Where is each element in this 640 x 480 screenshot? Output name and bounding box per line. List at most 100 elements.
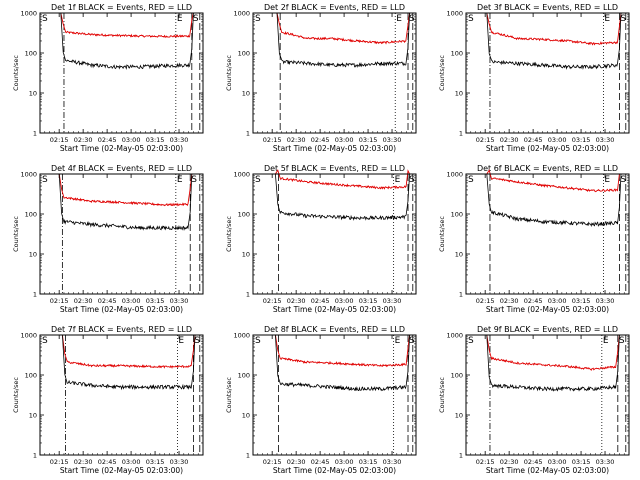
x-axis-label: Start Time (02-May-05 02:03:00) xyxy=(273,144,396,153)
x-axis-label: Start Time (02-May-05 02:03:00) xyxy=(60,466,183,475)
y-tick-label: 1 xyxy=(33,291,37,299)
series-events-line xyxy=(62,334,196,391)
marker-s-start: S xyxy=(42,336,48,346)
panel-det-1f: Det 1f BLACK = Events, RED = LLD 1 10 100 10… xyxy=(12,3,204,153)
x-tick-label: 02:45 xyxy=(311,458,330,466)
marker-s-start: S xyxy=(255,14,261,24)
series-events-line xyxy=(275,173,410,221)
x-tick-label: 03:00 xyxy=(122,136,141,144)
x-axis-label: Start Time (02-May-05 02:03:00) xyxy=(486,144,609,153)
y-tick-label: 100 xyxy=(25,372,37,380)
x-tick-label: 02:30 xyxy=(500,136,519,144)
x-tick-label: 02:15 xyxy=(263,297,282,305)
x-tick-label: 02:15 xyxy=(263,458,282,466)
series-lld-line xyxy=(58,173,193,207)
x-tick-label: 03:30 xyxy=(170,458,189,466)
panel-title: Det 9f BLACK = Events, RED = LLD xyxy=(477,325,618,334)
y-tick-label: 10 xyxy=(242,90,250,98)
x-tick-label: 02:30 xyxy=(74,458,93,466)
x-tick-label: 03:15 xyxy=(359,297,378,305)
y-tick-label: 1000 xyxy=(20,171,37,179)
series-lld-line xyxy=(486,169,621,193)
x-tick-label: 03:30 xyxy=(383,136,402,144)
series-lld-line xyxy=(60,12,194,39)
y-tick-label: 1000 xyxy=(446,332,463,340)
y-tick-label: 1000 xyxy=(20,10,37,18)
x-tick-label: 02:30 xyxy=(287,136,306,144)
y-tick-label: 10 xyxy=(242,412,250,420)
x-tick-label: 02:15 xyxy=(476,458,495,466)
marker-e: E xyxy=(604,175,610,185)
y-tick-label: 100 xyxy=(451,211,463,219)
y-tick-label: 1000 xyxy=(233,10,250,18)
x-tick-label: 03:00 xyxy=(548,458,567,466)
marker-s-end: S xyxy=(619,336,625,346)
y-tick-label: 1000 xyxy=(233,171,250,179)
x-tick-label: 02:30 xyxy=(500,458,519,466)
marker-s-start: S xyxy=(468,336,474,346)
y-axis-label: Counts/sec xyxy=(12,377,20,413)
x-tick-label: 02:45 xyxy=(524,136,543,144)
panel-det-8f: Det 8f BLACK = Events, RED = LLD 1 10 100 10… xyxy=(225,325,417,475)
y-tick-label: 100 xyxy=(238,50,250,58)
x-tick-label: 03:15 xyxy=(359,136,378,144)
series-events-line xyxy=(58,173,193,231)
y-tick-label: 1000 xyxy=(446,171,463,179)
panel-title: Det 6f BLACK = Events, RED = LLD xyxy=(477,164,618,173)
y-axis-label: Counts/sec xyxy=(225,377,233,413)
x-tick-label: 03:15 xyxy=(146,297,165,305)
panel-det-5f: Det 5f BLACK = Events, RED = LLD 1 10 100 10… xyxy=(225,164,417,314)
y-tick-label: 1 xyxy=(459,452,463,460)
panel-title: Det 3f BLACK = Events, RED = LLD xyxy=(477,3,618,12)
plot-frame xyxy=(465,334,630,456)
panel-title: Det 7f BLACK = Events, RED = LLD xyxy=(51,325,192,334)
x-axis-label: Start Time (02-May-05 02:03:00) xyxy=(486,466,609,475)
marker-s-start: S xyxy=(255,336,261,346)
x-tick-label: 02:15 xyxy=(476,136,495,144)
series-events-line xyxy=(486,12,622,70)
panel-title: Det 5f BLACK = Events, RED = LLD xyxy=(264,164,405,173)
series-lld-line xyxy=(276,12,411,45)
marker-e: E xyxy=(396,14,402,24)
marker-e: E xyxy=(603,336,609,346)
x-tick-label: 02:15 xyxy=(50,136,69,144)
x-tick-label: 03:30 xyxy=(596,458,615,466)
x-tick-label: 02:45 xyxy=(311,136,330,144)
series-lld-line xyxy=(275,169,411,190)
series-lld-line xyxy=(486,334,620,371)
x-tick-label: 02:15 xyxy=(50,297,69,305)
plot-frame xyxy=(39,173,204,295)
y-axis-label: Counts/sec xyxy=(12,55,20,91)
x-tick-label: 02:30 xyxy=(74,136,93,144)
series-events-line xyxy=(486,334,620,392)
x-tick-label: 03:00 xyxy=(335,458,354,466)
x-axis-label: Start Time (02-May-05 02:03:00) xyxy=(273,466,396,475)
y-tick-label: 1000 xyxy=(233,332,250,340)
x-tick-label: 03:15 xyxy=(146,136,165,144)
x-tick-label: 02:30 xyxy=(287,297,306,305)
marker-s-end: S xyxy=(191,175,197,185)
x-tick-label: 03:15 xyxy=(146,458,165,466)
y-tick-label: 100 xyxy=(451,50,463,58)
y-tick-label: 10 xyxy=(455,90,463,98)
x-tick-label: 02:30 xyxy=(500,297,519,305)
series-events-line xyxy=(275,334,410,392)
y-tick-label: 1 xyxy=(459,291,463,299)
marker-e: E xyxy=(177,14,183,24)
y-tick-label: 10 xyxy=(455,251,463,259)
y-axis-label: Counts/sec xyxy=(225,216,233,252)
marker-s-end: S xyxy=(409,14,415,24)
x-axis-label: Start Time (02-May-05 02:03:00) xyxy=(60,144,183,153)
y-tick-label: 1 xyxy=(246,130,250,138)
x-tick-label: 03:00 xyxy=(122,297,141,305)
y-tick-label: 1 xyxy=(459,130,463,138)
x-tick-label: 03:30 xyxy=(383,458,402,466)
x-tick-label: 02:15 xyxy=(50,458,69,466)
y-axis-label: Counts/sec xyxy=(225,55,233,91)
x-tick-label: 03:15 xyxy=(572,458,591,466)
x-tick-label: 02:45 xyxy=(311,297,330,305)
plot-frame xyxy=(252,334,417,456)
x-tick-label: 02:45 xyxy=(524,458,543,466)
x-tick-label: 03:00 xyxy=(335,136,354,144)
panel-det-6f: Det 6f BLACK = Events, RED = LLD 1 10 100 10… xyxy=(438,164,630,314)
